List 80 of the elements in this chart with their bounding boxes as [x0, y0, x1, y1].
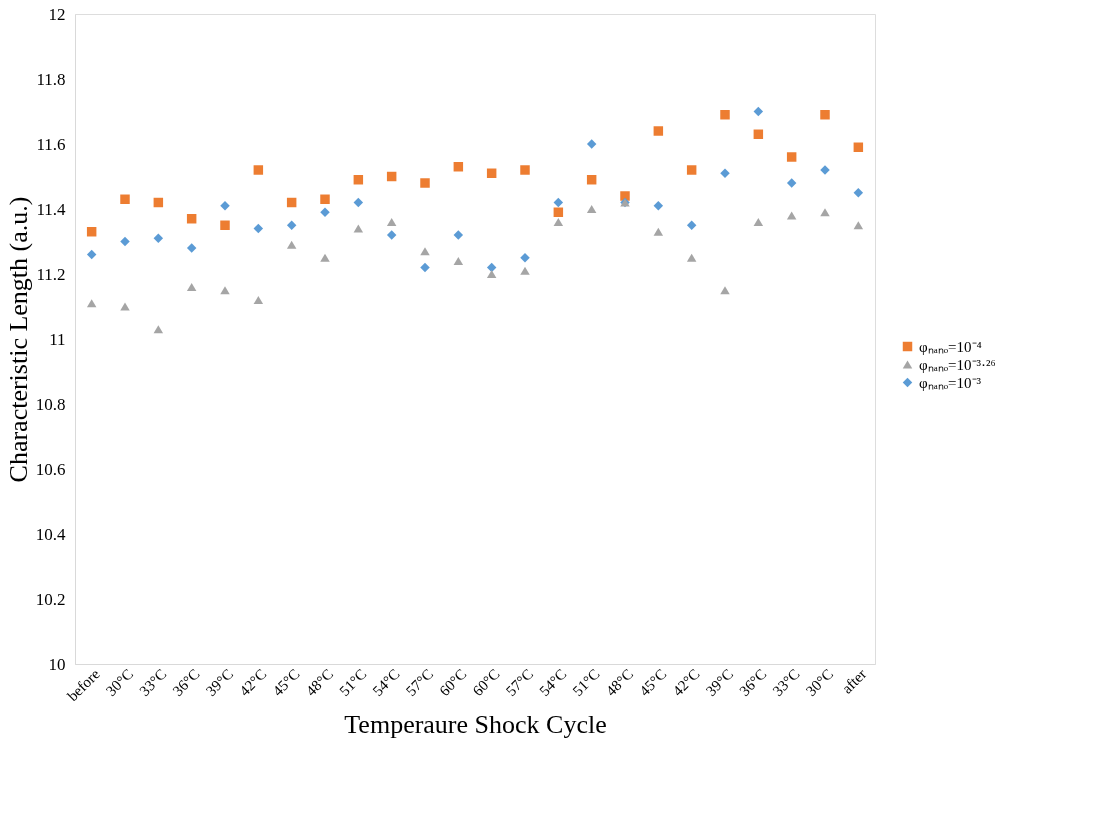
point [186, 282, 197, 292]
y-tick-label: 11.8 [36, 69, 66, 89]
y-tick-label: 10.8 [35, 394, 66, 414]
point [820, 110, 830, 120]
point [320, 253, 330, 262]
point [286, 220, 297, 230]
point [553, 207, 564, 217]
point [686, 165, 697, 175]
point [453, 230, 464, 240]
point [220, 286, 230, 295]
point [420, 247, 430, 256]
y-tick-label: 11.4 [36, 199, 66, 219]
point [320, 194, 330, 204]
legend-label: φₙₐₙₒ=10⁻³ [919, 374, 982, 391]
point [653, 201, 664, 211]
point [786, 178, 797, 188]
point [853, 142, 864, 152]
point [253, 223, 264, 234]
point [520, 165, 530, 175]
point [120, 194, 130, 204]
point [786, 152, 797, 162]
y-tick-label: 11 [49, 329, 66, 349]
point [153, 197, 164, 208]
point [453, 256, 464, 266]
point [153, 325, 164, 334]
point [586, 204, 597, 214]
x-axis-title: Temperaure Shock Cycle [344, 710, 607, 740]
point [853, 188, 864, 198]
legend-label: φₙₐₙₒ=10⁻³·²⁶ [919, 356, 996, 373]
y-tick-label: 11.6 [36, 134, 66, 154]
point [453, 162, 464, 172]
point [120, 302, 130, 311]
legend-label: φₙₐₙₒ=10⁻⁴ [919, 338, 982, 355]
point [86, 249, 97, 260]
point [286, 240, 297, 249]
point [220, 220, 230, 230]
point [486, 269, 497, 279]
y-tick-label: 10.4 [35, 524, 66, 544]
point [353, 175, 364, 185]
point [420, 178, 430, 188]
point [353, 224, 364, 233]
point [186, 214, 197, 224]
point [820, 208, 830, 217]
point [853, 221, 864, 230]
point [753, 129, 764, 139]
point [120, 236, 130, 247]
point [253, 295, 264, 305]
point [386, 171, 397, 182]
y-tick-label: 10 [48, 654, 66, 674]
point [353, 197, 364, 208]
y-tick-label: 10.6 [35, 459, 66, 479]
point [553, 217, 564, 227]
point [386, 230, 397, 240]
point [486, 168, 497, 178]
y-axis-title: Characteristic Length (a.u.) [3, 196, 33, 483]
y-tick-label: 12 [48, 4, 66, 24]
point [420, 262, 430, 273]
x-tick-label: after [838, 665, 870, 697]
point [686, 253, 697, 262]
point [720, 110, 730, 120]
point [653, 126, 664, 136]
point [753, 106, 764, 117]
point [686, 220, 697, 230]
point [153, 233, 164, 243]
y-tick-label: 11.2 [36, 264, 66, 284]
point [86, 227, 97, 237]
y-tick-label: 10.2 [35, 589, 66, 609]
point [186, 243, 197, 253]
point [553, 197, 564, 208]
point [786, 211, 797, 220]
point [520, 266, 530, 275]
point [253, 165, 264, 175]
point [386, 217, 397, 227]
point [286, 197, 297, 208]
point [653, 227, 664, 236]
point [586, 175, 597, 185]
point [753, 217, 764, 227]
point [720, 286, 730, 295]
point [586, 139, 597, 149]
point [86, 299, 97, 308]
